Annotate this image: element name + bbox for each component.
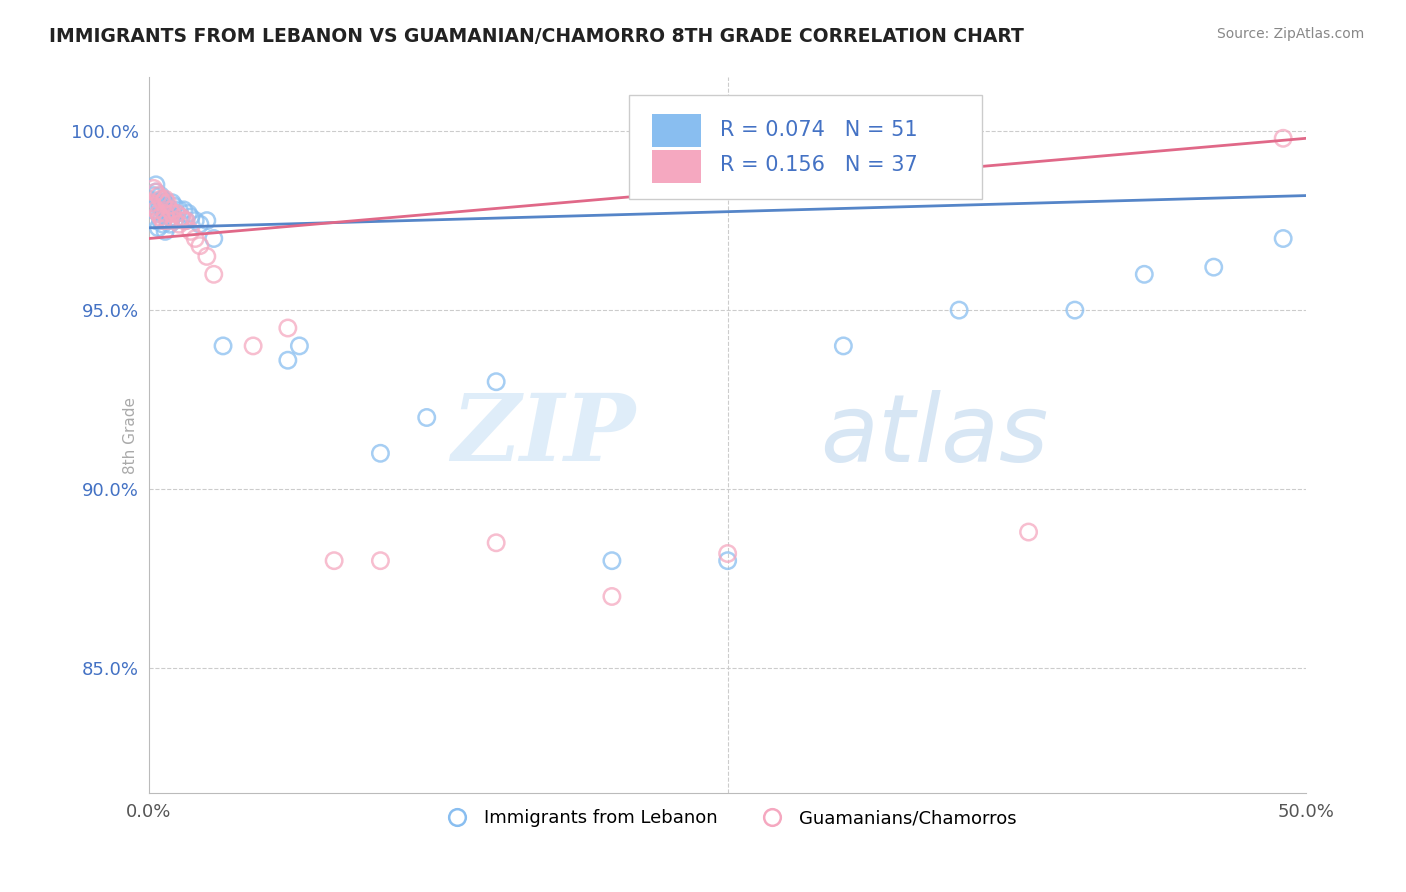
Point (148, 188, 170, 202)
Point (184, 231, 207, 245)
Point (156, 195, 179, 210)
Point (149, 210, 172, 224)
Point (174, 213, 197, 227)
Y-axis label: 8th Grade: 8th Grade (122, 397, 138, 474)
Point (156, 213, 179, 227)
Point (485, 375, 508, 389)
Point (148, 195, 170, 210)
Point (195, 213, 218, 227)
Point (188, 238, 211, 252)
Point (212, 339, 235, 353)
Text: R = 0.074   N = 51: R = 0.074 N = 51 (720, 120, 917, 140)
Point (163, 213, 186, 227)
Point (323, 554, 346, 568)
Legend: Immigrants from Lebanon, Guamanians/Chamorros: Immigrants from Lebanon, Guamanians/Cham… (432, 802, 1024, 834)
Point (202, 268, 225, 282)
Point (153, 192, 176, 206)
Point (277, 321, 299, 335)
Point (167, 217, 190, 231)
Point (152, 202, 174, 217)
Point (242, 339, 264, 353)
Point (142, 181, 165, 195)
Point (152, 195, 174, 210)
Point (145, 202, 167, 217)
Point (159, 202, 181, 217)
Point (153, 202, 176, 217)
Point (832, 339, 855, 353)
FancyBboxPatch shape (630, 95, 983, 199)
Point (149, 188, 172, 202)
Point (160, 195, 183, 210)
Point (1272, 131, 1295, 145)
Point (177, 206, 200, 220)
Point (288, 339, 311, 353)
Point (149, 192, 172, 206)
Text: Source: ZipAtlas.com: Source: ZipAtlas.com (1216, 27, 1364, 41)
Point (142, 188, 165, 202)
Point (163, 213, 186, 227)
Point (170, 210, 193, 224)
Point (195, 249, 218, 263)
Point (184, 213, 207, 227)
Point (485, 535, 508, 549)
Point (180, 210, 202, 224)
Point (948, 303, 970, 318)
Point (717, 554, 740, 568)
Point (174, 213, 197, 227)
FancyBboxPatch shape (652, 114, 702, 147)
Point (142, 199, 165, 213)
Point (160, 210, 183, 224)
Point (156, 199, 179, 213)
Point (1272, 231, 1295, 245)
Text: atlas: atlas (820, 390, 1049, 481)
Point (163, 199, 186, 213)
Point (600, 590, 623, 604)
Point (159, 202, 181, 217)
Point (1063, 303, 1085, 318)
Point (166, 206, 188, 220)
Point (277, 353, 299, 368)
Point (170, 210, 193, 224)
Point (152, 213, 174, 227)
Point (1202, 260, 1225, 275)
Text: R = 0.156   N = 37: R = 0.156 N = 37 (720, 155, 917, 176)
Point (141, 195, 163, 210)
Point (180, 224, 202, 238)
Text: ZIP: ZIP (451, 391, 636, 481)
Point (153, 195, 176, 210)
Point (370, 446, 392, 460)
Point (148, 220, 170, 235)
Point (600, 554, 623, 568)
Point (152, 192, 174, 206)
Point (167, 202, 190, 217)
Text: IMMIGRANTS FROM LEBANON VS GUAMANIAN/CHAMORRO 8TH GRADE CORRELATION CHART: IMMIGRANTS FROM LEBANON VS GUAMANIAN/CHA… (49, 27, 1024, 45)
Point (173, 202, 195, 217)
Point (188, 217, 211, 231)
Point (717, 547, 740, 561)
Point (145, 185, 167, 199)
Point (160, 206, 183, 220)
Point (370, 554, 392, 568)
Point (152, 217, 174, 231)
FancyBboxPatch shape (652, 150, 702, 183)
Point (145, 213, 167, 227)
Point (159, 217, 181, 231)
Point (148, 206, 170, 220)
Point (173, 213, 195, 227)
Point (141, 195, 163, 210)
Point (142, 202, 165, 217)
Point (1018, 524, 1040, 539)
Point (149, 199, 172, 213)
Point (149, 213, 172, 227)
Point (416, 410, 439, 425)
Point (145, 178, 167, 192)
Point (1133, 268, 1156, 282)
Point (148, 206, 170, 220)
Point (202, 231, 225, 245)
Point (166, 206, 188, 220)
Point (153, 206, 176, 220)
Point (153, 224, 176, 238)
Point (145, 185, 167, 199)
Point (156, 213, 179, 227)
